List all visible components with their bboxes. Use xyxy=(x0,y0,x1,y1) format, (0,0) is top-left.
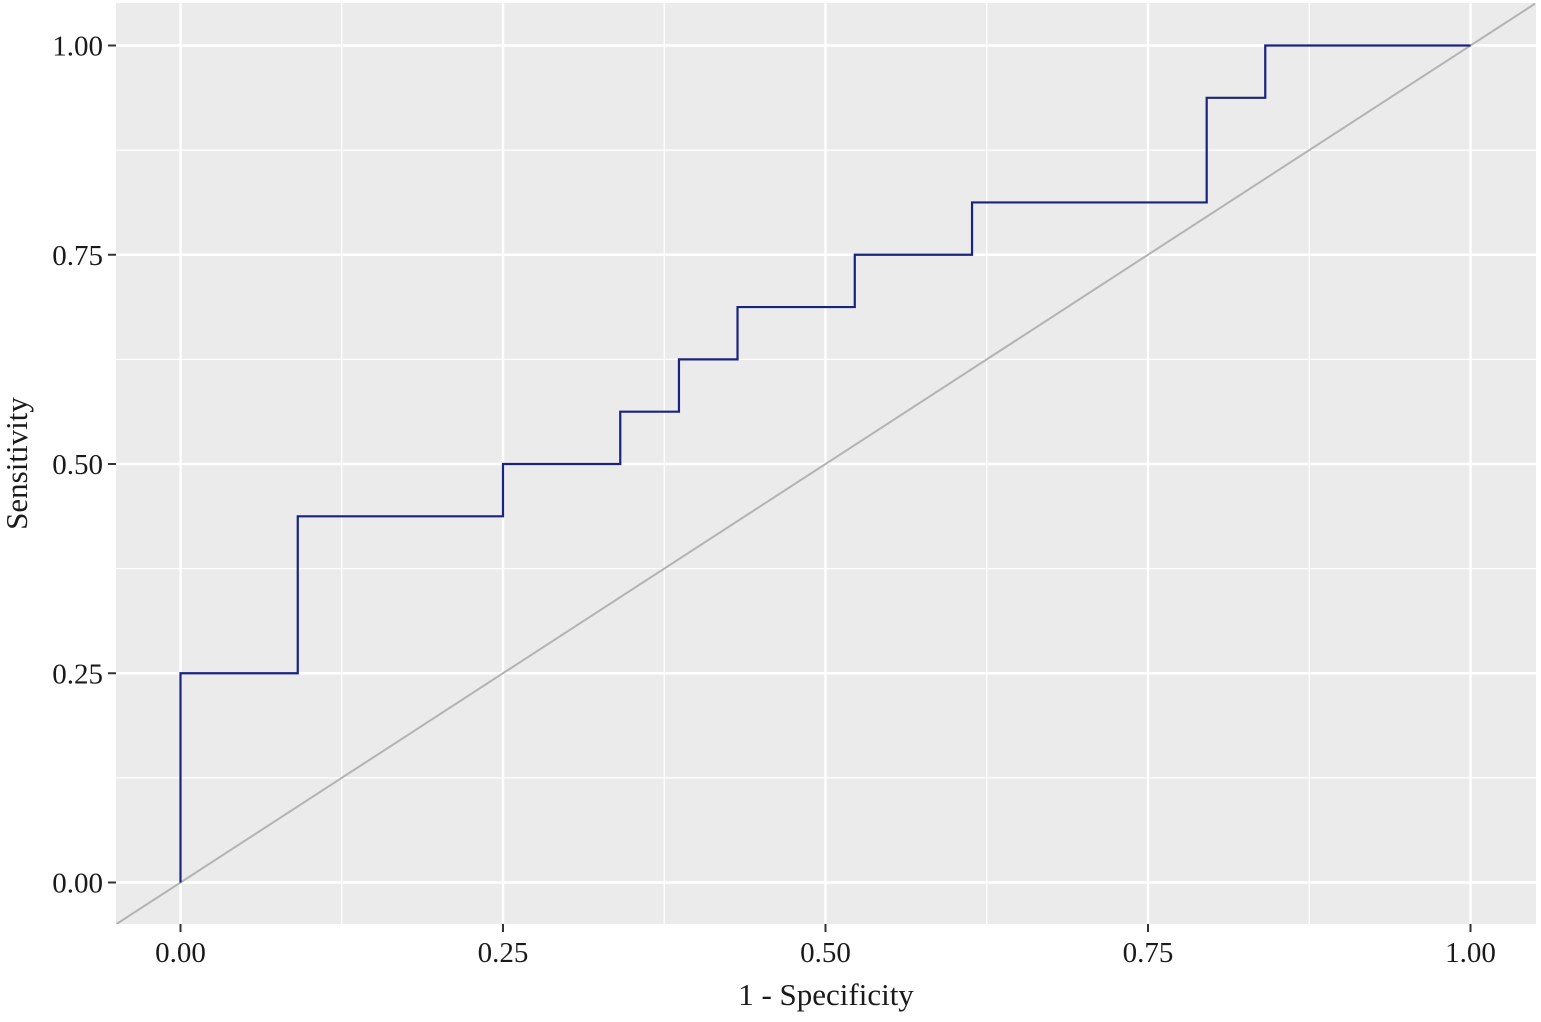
x-tick-label: 0.75 xyxy=(1123,937,1174,969)
y-tick-label: 0.75 xyxy=(52,240,103,272)
axes: 0.00 0.25 0.50 0.75 1.00 0.00 0.25 0.50 0.75 1.00 xyxy=(52,31,1496,970)
y-axis-title: Sensitivity xyxy=(0,397,34,530)
series-layer xyxy=(179,44,1471,883)
x-tick-label: 0.50 xyxy=(800,937,851,969)
x-tick-label: 1.00 xyxy=(1445,937,1496,969)
roc-curve-line xyxy=(179,44,1471,883)
x-tick-label: 0.25 xyxy=(478,937,529,969)
y-tick-label: 0.25 xyxy=(52,658,103,690)
reference-diagonal xyxy=(116,3,1536,924)
y-tick-label: 1.00 xyxy=(52,31,103,63)
y-tick-label: 0.00 xyxy=(52,868,103,900)
reference-line xyxy=(116,3,1536,924)
y-tick-label: 0.50 xyxy=(52,449,103,481)
x-tick-label: 0.00 xyxy=(155,937,206,969)
x-axis-title: 1 - Specificity xyxy=(738,977,914,1012)
